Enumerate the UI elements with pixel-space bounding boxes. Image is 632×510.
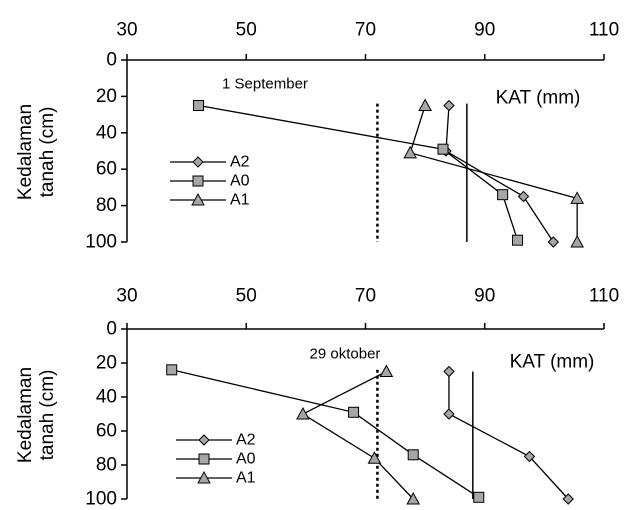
chart2-point-a0 xyxy=(473,491,485,503)
chart1-legend-label: A0 xyxy=(230,173,250,190)
chart1-point-a2 xyxy=(443,99,455,112)
chart2-x-tick-label: 30 xyxy=(116,286,137,307)
chart2-x-tick-label: 70 xyxy=(355,286,376,307)
chart2-legend-label: A2 xyxy=(236,432,256,449)
chart1-y-tick-label: 40 xyxy=(96,122,117,143)
chart1-point-a1 xyxy=(570,234,585,248)
chart2-y-tick-label: 40 xyxy=(96,387,117,408)
chart2-point-a1 xyxy=(296,406,310,420)
chart2-x-tick-label: 110 xyxy=(589,286,619,307)
chart1-y-tick-label: 0 xyxy=(106,50,117,71)
chart1-point-a1 xyxy=(570,191,585,204)
chart1-title: 1 September xyxy=(222,76,308,93)
chart2-point-a0 xyxy=(166,364,178,376)
chart1-x-tick-label: 50 xyxy=(236,20,257,41)
chart1-series-line-a1 xyxy=(409,105,578,242)
chart2-y-tick-label: 100 xyxy=(85,489,117,510)
chart1-x-tick-label: 110 xyxy=(589,20,619,41)
chart2-y-tick-label: 20 xyxy=(96,353,117,374)
chart2-series-line-a2 xyxy=(448,371,569,500)
chart2-legend-label: A1 xyxy=(236,470,256,487)
chart1-point-a0 xyxy=(512,234,524,246)
chart1-x-tick-label: 30 xyxy=(116,20,137,41)
chart1-y-tick-label: 20 xyxy=(96,86,117,107)
chart2-point-a2 xyxy=(562,493,574,505)
chart2-x-tick-label: 90 xyxy=(474,286,495,307)
chart1-x-tick-label: 90 xyxy=(474,20,495,41)
chart2-point-a0 xyxy=(348,406,360,418)
chart2-x-tick-label: 50 xyxy=(236,286,257,307)
chart1-point-a1 xyxy=(403,145,418,159)
chart2-kat-annotation: KAT (mm) xyxy=(510,352,595,373)
chart2-title: 29 oktober xyxy=(310,346,381,363)
chart1-legend-label: A1 xyxy=(230,192,250,209)
chart2-y-tick-label: 80 xyxy=(96,455,117,476)
chart1-series-line-a0 xyxy=(198,104,519,241)
chart2-point-a1 xyxy=(367,451,382,464)
chart2-point-a1 xyxy=(406,491,421,505)
chart1-legend-marker xyxy=(192,156,204,168)
chart1-x-tick-label: 70 xyxy=(355,20,376,41)
chart1-legend-marker xyxy=(191,192,205,206)
chart2-y-tick-label: 0 xyxy=(106,319,117,340)
chart2-legend-marker xyxy=(198,434,210,446)
chart1-point-a0 xyxy=(437,143,449,155)
chart2-series-line-a1 xyxy=(301,370,414,500)
chart1-kat-annotation: KAT (mm) xyxy=(496,88,581,109)
chart1-y-tick-label: 80 xyxy=(96,195,117,216)
chart1-point-a1 xyxy=(418,98,432,111)
chart2-point-a1 xyxy=(379,364,394,377)
chart2-point-a2 xyxy=(443,408,455,420)
chart1-point-a2 xyxy=(517,190,530,203)
chart2-legend-marker xyxy=(197,470,211,484)
chart2-y-axis-label: Kedalamantanah (cm) xyxy=(15,367,58,463)
chart1-series-line-a2 xyxy=(445,105,554,243)
chart2-point-a0 xyxy=(407,449,419,461)
chart2-legend-marker xyxy=(198,453,210,465)
chart1-y-tick-label: 60 xyxy=(96,159,117,180)
chart1-point-a0 xyxy=(193,100,205,111)
chart1-y-tick-label: 100 xyxy=(85,232,117,253)
chart2-series-line-a0 xyxy=(171,369,480,498)
chart1-y-axis-label: Kedalamantanah (cm) xyxy=(15,104,58,200)
chart2-y-tick-label: 60 xyxy=(96,421,117,442)
chart2-legend-label: A0 xyxy=(236,451,256,468)
chart2-point-a2 xyxy=(443,365,455,378)
chart1-legend-marker xyxy=(192,175,204,187)
chart1-point-a2 xyxy=(547,236,560,248)
chart1-point-a0 xyxy=(497,189,509,201)
chart1-legend-label: A2 xyxy=(230,154,250,171)
chart2-point-a2 xyxy=(523,450,536,463)
